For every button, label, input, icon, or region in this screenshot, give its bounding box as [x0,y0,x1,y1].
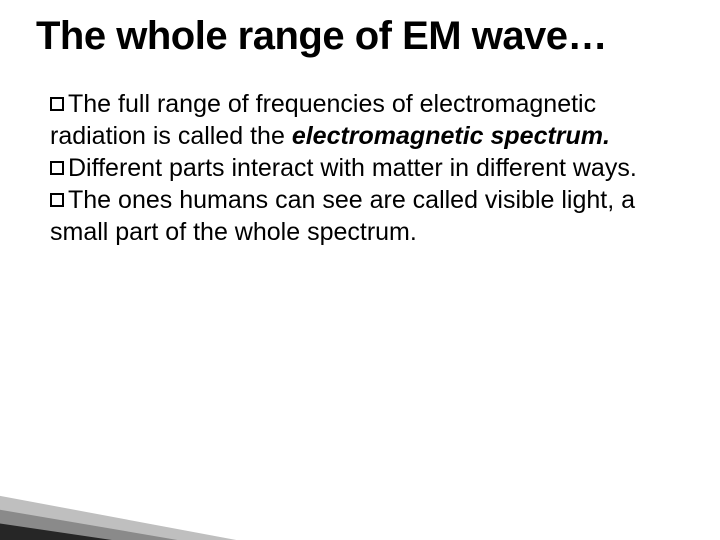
bullet-marker-icon [50,161,64,175]
bullet-lead: The [68,186,111,214]
bullet-item: Different parts interact with matter in … [50,152,660,184]
corner-wedge-icon [0,460,290,540]
bullet-item: The ones humans can see are called visib… [50,184,660,248]
bullet-item: The full range of frequencies of electro… [50,88,660,152]
bullet-marker-icon [50,193,64,207]
bullet-emphasis: electromagnetic spectrum. [292,122,610,150]
bullet-lead: Different [68,154,162,182]
slide-title: The whole range of EM wave… [36,14,690,58]
slide-body: The full range of frequencies of electro… [50,88,660,248]
slide: The whole range of EM wave… The full ran… [0,0,720,540]
bullet-text: ones humans can see are called visible l… [50,186,635,246]
wedge-dark [0,522,180,540]
wedge-mid [0,508,236,540]
bullet-lead: The [68,90,111,118]
wedge-light [0,494,290,540]
bullet-text: parts interact with matter in different … [162,154,637,182]
bullet-marker-icon [50,97,64,111]
